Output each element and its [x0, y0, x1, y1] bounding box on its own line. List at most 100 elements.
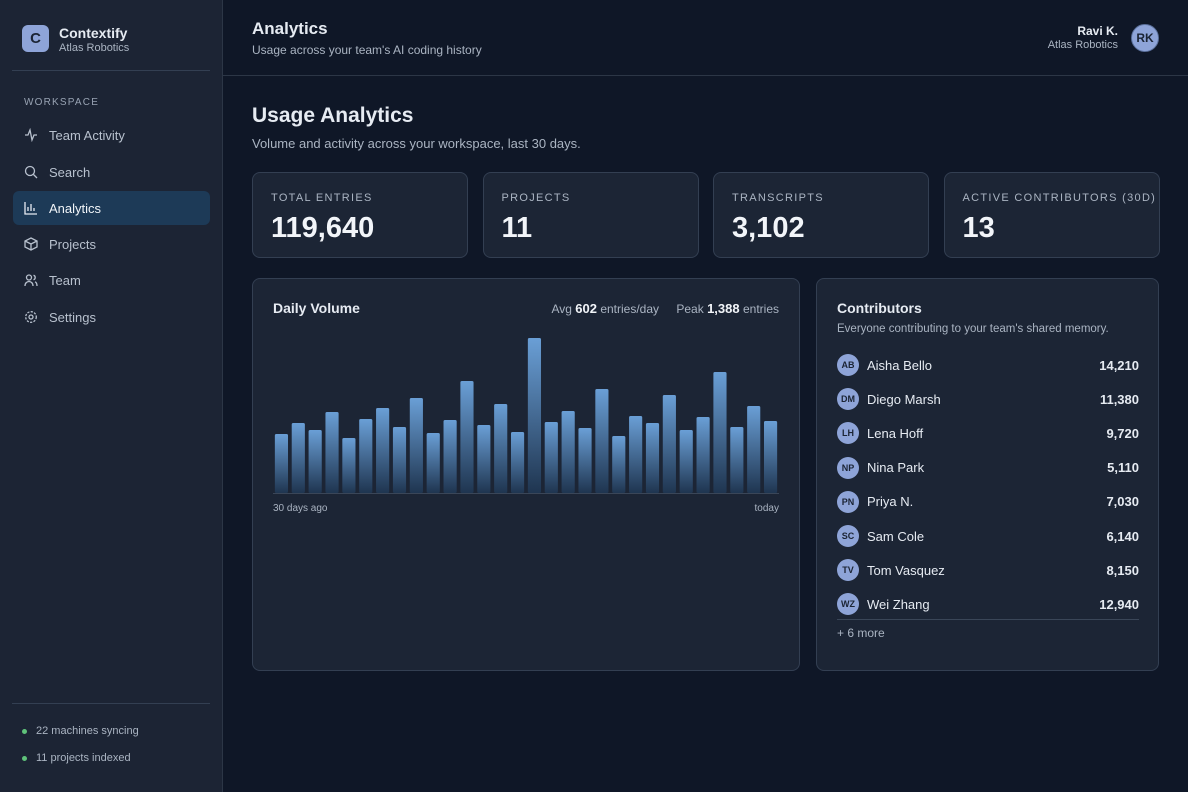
bar — [443, 419, 457, 493]
contributor-count: 12,940 — [1099, 596, 1139, 612]
contributor-count: 7,030 — [1106, 494, 1139, 510]
contributor-count: 8,150 — [1106, 562, 1139, 578]
contributor-row: AB Aisha Bello 14,210 — [837, 348, 1139, 382]
avatar: NP — [837, 456, 859, 479]
contributor-count: 6,140 — [1106, 528, 1139, 544]
bar — [308, 430, 322, 493]
stat-card: TRANSCRIPTS 3,102 — [713, 172, 929, 258]
contributor-name: Diego Marsh — [867, 391, 941, 407]
bar — [342, 438, 356, 493]
peak-value: 1,388 — [707, 301, 740, 316]
contributor-name: Sam Cole — [867, 528, 925, 544]
bar — [376, 408, 390, 493]
peak-label: Peak — [676, 302, 704, 316]
contributor-name: Aisha Bello — [867, 357, 933, 373]
avatar: AB — [837, 354, 859, 376]
stat-value: 119,640 — [271, 212, 375, 244]
nav-item[interactable]: Team — [13, 263, 210, 297]
contributor-row: TV Tom Vasquez 8,150 — [837, 553, 1139, 587]
status-text: 11 projects indexed — [36, 752, 131, 764]
avatar: SC — [837, 525, 859, 547]
header-title: Analytics — [252, 19, 328, 38]
more-link[interactable]: + 6 more — [837, 626, 885, 640]
bar — [477, 424, 491, 493]
bar — [494, 403, 508, 493]
contributors-subtitle: Everyone contributing to your team's sha… — [837, 323, 1109, 335]
nav-label: Settings — [49, 309, 96, 325]
bar — [460, 380, 474, 493]
bar — [527, 338, 542, 493]
bar — [291, 422, 305, 493]
stat-value: 13 — [962, 212, 995, 244]
avatar: LH — [837, 422, 859, 445]
stat-card: TOTAL ENTRIES 119,640 — [252, 172, 468, 258]
page-subtitle: Volume and activity across your workspac… — [252, 136, 581, 151]
bar — [426, 433, 440, 493]
contributor-row: NP Nina Park 5,110 — [837, 451, 1139, 485]
nav-label: Projects — [49, 236, 96, 252]
avg-label: Avg — [551, 302, 572, 316]
x-start-label: 30 days ago — [273, 503, 328, 514]
bar — [325, 412, 339, 493]
bar — [359, 418, 373, 493]
stat-label: TRANSCRIPTS — [732, 192, 824, 204]
stat-label: ACTIVE CONTRIBUTORS (30D) — [962, 192, 1157, 204]
avatar: WZ — [837, 593, 859, 616]
nav-label: Team Activity — [49, 127, 125, 143]
bar-chart — [273, 338, 779, 494]
org: Atlas Robotics — [59, 42, 130, 54]
status-text: 22 machines syncing — [36, 725, 139, 737]
contributor-row: DM Diego Marsh 11,380 — [837, 382, 1139, 416]
bar — [747, 406, 761, 493]
avatar: DM — [837, 388, 859, 411]
bar — [409, 397, 423, 493]
contributor-count: 11,380 — [1099, 391, 1139, 407]
bar — [662, 394, 676, 493]
chart-card: Daily Volume Avg 602 entries/day Peak 1,… — [252, 278, 800, 671]
bar — [544, 421, 558, 493]
divider — [837, 619, 1139, 620]
stat-value: 11 — [501, 212, 533, 244]
logo: C — [22, 25, 49, 52]
nav-label: Analytics — [49, 200, 102, 216]
bar — [645, 422, 660, 493]
status-dot — [22, 756, 27, 761]
contributor-row: PN Priya N. 7,030 — [837, 485, 1139, 519]
nav-item[interactable]: Projects — [13, 227, 210, 261]
bar — [578, 428, 592, 493]
nav-item[interactable]: Team Activity — [13, 118, 210, 152]
contributors-title: Contributors — [837, 300, 922, 316]
contributor-name: Nina Park — [867, 460, 925, 476]
contributor-count: 14,210 — [1099, 357, 1139, 373]
bar — [696, 416, 710, 493]
divider — [12, 70, 210, 71]
nav-item[interactable]: Settings — [13, 300, 210, 334]
bar — [713, 371, 727, 493]
bar — [730, 427, 744, 493]
bar — [274, 434, 289, 493]
avatar: PN — [837, 490, 859, 513]
section-label: WORKSPACE — [24, 97, 100, 108]
bar — [629, 415, 643, 493]
page-title: Usage Analytics — [252, 104, 414, 127]
user-avatar[interactable]: RK — [1131, 24, 1159, 52]
x-end-label: today — [754, 503, 779, 514]
nav-item[interactable]: Analytics — [13, 191, 210, 225]
stat-value: 3,102 — [732, 212, 805, 244]
avatar: TV — [837, 559, 859, 582]
bar — [595, 389, 609, 493]
user-name: Ravi K. — [1077, 24, 1118, 38]
sidebar: C Contextify Atlas Robotics WORKSPACE Te… — [0, 0, 223, 792]
bar — [510, 432, 525, 493]
brand: Contextify — [59, 25, 128, 41]
nav-label: Team — [49, 272, 81, 288]
contributor-count: 5,110 — [1107, 460, 1139, 476]
stat-card: PROJECTS 11 — [482, 172, 699, 258]
nav-item[interactable]: Search — [13, 155, 210, 189]
bar — [763, 420, 778, 493]
stat-label: TOTAL ENTRIES — [271, 192, 373, 204]
contributor-name: Wei Zhang — [867, 596, 930, 612]
avg-value: 602 — [575, 301, 597, 316]
